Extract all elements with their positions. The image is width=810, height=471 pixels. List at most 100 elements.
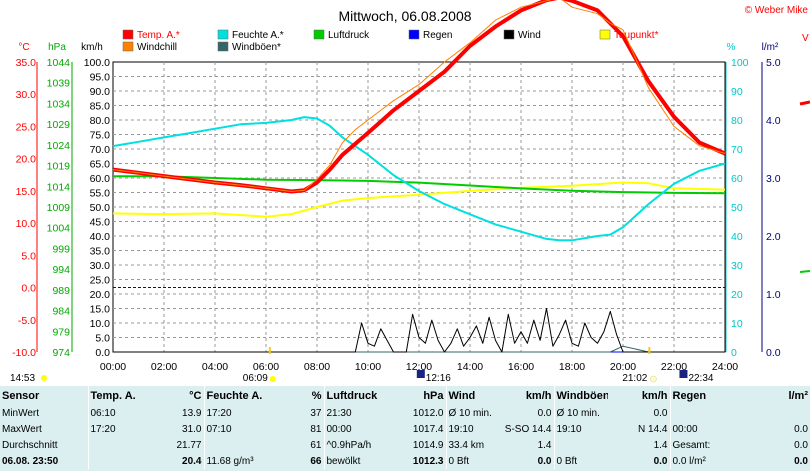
statistics-table: Sensor Temp. A. °C Feuchte A.% Luftdruck hPa W… xyxy=(0,386,810,471)
axis-tick-hpa: 1004 xyxy=(47,223,71,235)
axis-tick-hpa: 984 xyxy=(52,306,70,318)
stats-cell: 31.0 xyxy=(182,423,202,435)
axis-tick-pct: 90 xyxy=(731,86,743,98)
stats-cell: 1.4 xyxy=(537,439,552,451)
axis-tick-temp: 20.0 xyxy=(16,154,37,166)
stats-cell xyxy=(87,437,144,453)
axis-tick-kmh: 70.0 xyxy=(90,144,111,156)
x-tick-label: 10:00 xyxy=(355,361,381,373)
x-tick-label: 04:00 xyxy=(202,361,228,373)
axis-tick-hpa: 1029 xyxy=(47,119,71,131)
axis-tick-pct: 80 xyxy=(731,115,743,127)
axis-tick-kmh: 80.0 xyxy=(90,115,111,127)
moonrise-label: 12:16 xyxy=(426,373,451,384)
stats-cell: 1012.0 xyxy=(412,407,444,419)
sun-icon xyxy=(41,375,47,381)
legend-label: Wind xyxy=(518,30,541,41)
stats-cell: 0.0 xyxy=(794,423,808,435)
stats-cell: Ø 10 min. xyxy=(445,405,496,421)
stats-cell: N 14.4 xyxy=(638,423,668,435)
series-line-taupunkt xyxy=(112,181,726,218)
edge-temp-stub xyxy=(799,100,810,106)
axis-tick-kmh: 40.0 xyxy=(90,231,111,243)
axis-unit-temp: °C xyxy=(18,42,29,53)
x-tick-label: 18:00 xyxy=(559,361,585,373)
stats-cell: 0 Bft xyxy=(553,453,608,469)
stats-cell: l/m² xyxy=(788,389,808,402)
stats-cell: 21.77 xyxy=(176,439,202,451)
stats-cell: 06:10 xyxy=(87,405,144,421)
legend-label: Taupunkt* xyxy=(614,30,659,41)
series-line-luftdruck xyxy=(113,175,726,195)
chart-title: Mittwoch, 06.08.2008 xyxy=(338,8,471,24)
stats-row: MinWert 06:10 13.9 17:20 37 21:30 1012.0 Ø 10 m… xyxy=(0,405,810,421)
stats-cell: Feuchte A. xyxy=(203,386,266,405)
axis-tick-kmh: 65.0 xyxy=(90,159,111,171)
sunset-label: 21:02 xyxy=(622,373,647,384)
stats-header-row: Sensor Temp. A. °C Feuchte A.% Luftdruck hPa W… xyxy=(0,386,810,405)
time-markers: 14:53 06:09 12:16 21:02 22:34 xyxy=(10,100,810,384)
legend-swatch xyxy=(408,29,420,40)
edge-clip-label: V xyxy=(802,33,809,44)
axis-tick-temp: -10.0 xyxy=(12,347,36,359)
sunset-icon xyxy=(650,375,657,383)
legend-label: Feuchte A.* xyxy=(232,30,284,41)
stats-cell: km/h xyxy=(525,389,552,402)
stats-cell: 1014.9 xyxy=(412,439,444,451)
x-tick-label: 00:00 xyxy=(100,361,126,373)
axis-tick-hpa: 1019 xyxy=(47,161,71,173)
axis-tick-rain: 4.0 xyxy=(766,115,781,127)
axis-tick-rain: 0.0 xyxy=(766,347,781,359)
series-line-windchill xyxy=(112,0,726,192)
axis-tick-pct: 30 xyxy=(731,260,743,272)
axis-tick-hpa: 979 xyxy=(52,326,70,338)
axis-tick-kmh: 75.0 xyxy=(90,130,111,142)
x-tick-label: 06:00 xyxy=(253,361,279,373)
stats-cell: 33.4 km xyxy=(445,437,496,453)
moonset-icon xyxy=(679,370,688,378)
axis-tick-kmh: 30.0 xyxy=(90,260,111,272)
stats-cell xyxy=(734,405,810,421)
stats-cell: 13.9 xyxy=(182,407,202,419)
axis-tick-pct: 50 xyxy=(731,202,743,214)
axis-tick-temp: 15.0 xyxy=(16,186,37,198)
axis-tick-kmh: 25.0 xyxy=(90,275,111,287)
stats-cell: 37 xyxy=(310,407,322,419)
stats-cell: MinWert xyxy=(2,407,40,419)
legend-swatch xyxy=(313,29,325,40)
axis-tick-hpa: 1024 xyxy=(47,140,71,152)
axis-tick-pct: 20 xyxy=(731,289,743,301)
stats-cell: 1012.3 xyxy=(412,455,444,467)
axis-tick-kmh: 55.0 xyxy=(90,188,111,200)
axis-tick-kmh: 0.0 xyxy=(95,347,110,359)
stats-cell: 07:10 xyxy=(203,421,266,437)
axis-tick-kmh: 45.0 xyxy=(90,217,111,229)
x-tick-label: 12:00 xyxy=(406,361,432,373)
stats-cell: MaxWert xyxy=(2,423,42,435)
chart-legend: Temp. A.*Windchill Feuchte A.*Windböen* Lu… xyxy=(122,29,659,53)
axis-tick-temp: 0.0 xyxy=(21,283,36,295)
legend-label: Windchill xyxy=(137,42,177,53)
legend-swatch xyxy=(217,29,229,40)
stats-cell: hPa xyxy=(423,389,444,402)
axis-tick-kmh: 50.0 xyxy=(90,202,111,214)
stats-cell: 61 xyxy=(310,439,322,451)
stats-row: 06.08. 23:50 20.4 11.68 g/m³ 66 bewölkt 1012.… xyxy=(0,453,810,469)
axis-tick-rain: 2.0 xyxy=(766,231,781,243)
stats-cell: 0.0 xyxy=(794,439,808,451)
legend-label: Luftdruck xyxy=(328,30,370,41)
legend-label: Regen xyxy=(423,30,452,41)
axis-tick-temp: 30.0 xyxy=(16,89,37,101)
axis-tick-pct: 0 xyxy=(731,347,737,359)
stats-cell: bewölkt xyxy=(323,453,384,469)
axis-tick-temp: -5.0 xyxy=(18,315,36,327)
x-tick-label: 24:00 xyxy=(712,361,738,373)
sunrise-icon xyxy=(269,376,276,382)
stats-cell: 20.4 xyxy=(182,455,202,467)
stats-cell: 06.08. 23:50 xyxy=(2,455,59,467)
stats-cell: 1017.4 xyxy=(412,423,444,435)
axis-tick-hpa: 1044 xyxy=(47,57,71,69)
stats-cell: 0.0 xyxy=(653,455,668,467)
x-tick-label: 16:00 xyxy=(508,361,534,373)
axis-tick-hpa: 1014 xyxy=(47,181,71,193)
